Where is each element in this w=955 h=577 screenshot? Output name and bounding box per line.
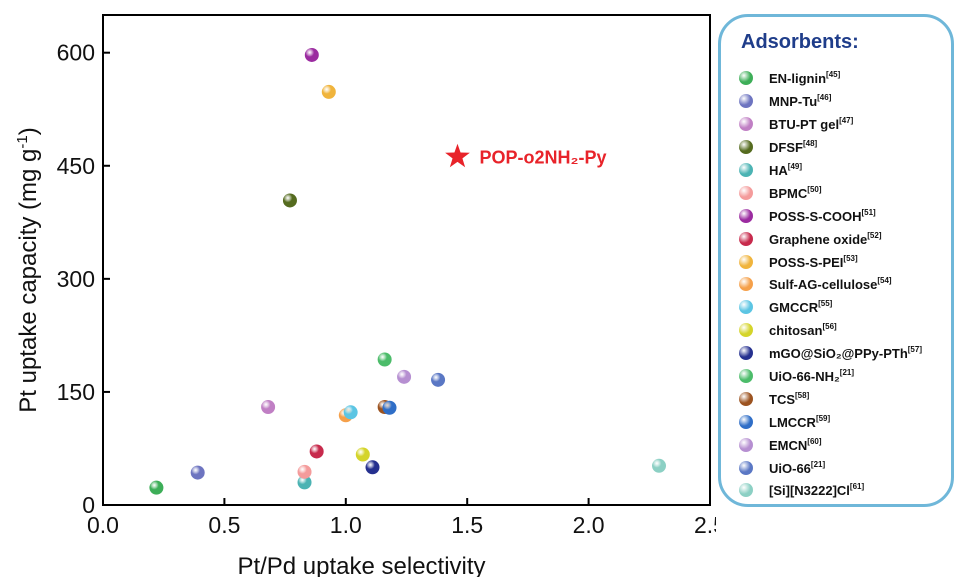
y-tick-label: 300 — [57, 266, 95, 292]
legend-marker — [739, 414, 753, 429]
legend-list: EN-lignin[45] MNP-Tu[46] BTU-PT gel[47] DFS… — [739, 67, 922, 502]
legend-item: Sulf-AG-cellulose[54] — [739, 273, 922, 296]
legend-marker — [739, 437, 753, 452]
highlight-label: POP-o2NH₂-Py — [479, 148, 606, 168]
legend-marker — [739, 71, 753, 86]
legend-marker — [739, 163, 753, 177]
data-point — [652, 458, 667, 473]
y-tick-label: 450 — [57, 153, 95, 179]
legend-item: UiO-66-NH₂[21] — [739, 365, 922, 388]
data-point — [297, 475, 312, 490]
legend-item: GMCCR[55] — [739, 296, 922, 319]
data-point — [343, 405, 358, 420]
legend-item: MNP-Tu[46] — [739, 90, 922, 113]
y-tick-label: 600 — [57, 40, 95, 66]
legend-label: LMCCR[59] — [769, 413, 831, 430]
data-point — [382, 400, 397, 415]
legend-marker — [739, 391, 753, 406]
data-point — [149, 480, 164, 495]
data-point — [261, 400, 276, 414]
legend-label: mGO@SiO₂@PPy-PTh[57] — [769, 345, 922, 362]
legend-item: chitosan[56] — [739, 319, 922, 342]
legend-item: LMCCR[59] — [739, 410, 922, 433]
legend-marker — [739, 94, 753, 109]
x-tick-label: 0.0 — [87, 512, 119, 538]
scatter-plot: 0.0 0.5 1.0 1.5 2.0 2.5 0 150 300 450 600 Pt/Pd upt… — [14, 14, 716, 577]
data-point — [431, 372, 446, 387]
legend-label: MNP-Tu[46] — [769, 93, 832, 110]
y-tick-label: 0 — [82, 492, 95, 518]
legend-item: DFSF[48] — [739, 136, 922, 159]
data-point — [282, 193, 297, 208]
legend-marker — [739, 231, 753, 246]
legend-label: Graphene oxide[52] — [769, 230, 882, 247]
legend-label: DFSF[48] — [769, 139, 818, 156]
legend-label: TCS[58] — [769, 390, 810, 407]
x-tick-label: 1.5 — [451, 512, 483, 538]
legend-item: UiO-66[21] — [739, 456, 922, 479]
legend-marker — [739, 346, 753, 361]
legend-item: Graphene oxide[52] — [739, 227, 922, 250]
legend-item: mGO@SiO₂@PPy-PTh[57] — [739, 342, 922, 365]
legend-label: HA[49] — [769, 162, 803, 178]
legend-label: Sulf-AG-cellulose[54] — [769, 276, 892, 293]
legend-item: EMCN[60] — [739, 433, 922, 456]
legend-label: EN-lignin[45] — [769, 70, 841, 87]
legend-label: [Si][N3222]Cl[61] — [769, 482, 865, 499]
y-axis-label: Pt uptake capacity (mg g-1) — [14, 127, 42, 412]
legend-label: UiO-66[21] — [769, 459, 826, 476]
legend-marker — [739, 300, 753, 315]
legend-item: BTU-PT gel[47] — [739, 113, 922, 136]
legend-marker — [739, 254, 753, 269]
x-axis-label: Pt/Pd uptake selectivity — [237, 553, 485, 577]
legend-title: Adsorbents: — [741, 31, 859, 53]
legend-label: UiO-66-NH₂[21] — [769, 368, 855, 385]
legend-item: BPMC[50] — [739, 181, 922, 204]
data-point — [297, 464, 312, 479]
x-tick-label: 2.5 — [694, 512, 716, 538]
data-point — [397, 369, 412, 384]
x-tick-label: 0.5 — [208, 512, 240, 538]
legend-marker — [739, 369, 753, 384]
x-tick-label: 2.0 — [573, 512, 605, 538]
legend-marker — [739, 483, 753, 498]
data-point — [365, 460, 380, 475]
legend-item: EN-lignin[45] — [739, 67, 922, 90]
legend-label: EMCN[60] — [769, 436, 822, 453]
data-point — [355, 447, 370, 462]
x-tick-label: 1.0 — [330, 512, 362, 538]
data-point — [190, 465, 205, 480]
legend: Adsorbents: EN-lignin[45] MNP-Tu[46] BTU-P… — [718, 14, 954, 507]
legend-marker — [739, 140, 753, 155]
data-point — [377, 352, 392, 367]
plot-frame — [102, 14, 711, 506]
y-tick-label: 150 — [57, 379, 95, 405]
data-points — [149, 47, 667, 495]
star-icon — [445, 143, 470, 168]
highlight-marker: POP-o2NH₂-Py — [445, 143, 607, 168]
data-point — [321, 84, 336, 99]
legend-marker — [739, 460, 753, 475]
legend-item: POSS-S-PEI[53] — [739, 250, 922, 273]
legend-marker — [739, 323, 753, 338]
legend-label: chitosan[56] — [769, 322, 837, 339]
legend-marker — [739, 117, 753, 132]
axes: 0.0 0.5 1.0 1.5 2.0 2.5 0 150 300 450 600 Pt/Pd upt… — [14, 14, 716, 577]
data-point — [304, 47, 319, 62]
data-point — [309, 444, 324, 459]
legend-item: [Si][N3222]Cl[61] — [739, 479, 922, 502]
legend-marker — [739, 185, 753, 200]
legend-item: HA[49] — [739, 159, 922, 182]
legend-label: BTU-PT gel[47] — [769, 116, 854, 133]
legend-marker — [739, 208, 753, 223]
legend-label: GMCCR[55] — [769, 299, 833, 316]
legend-marker — [739, 277, 753, 292]
legend-label: POSS-S-COOH[51] — [769, 207, 876, 224]
legend-item: TCS[58] — [739, 387, 922, 410]
legend-item: POSS-S-COOH[51] — [739, 204, 922, 227]
legend-label: POSS-S-PEI[53] — [769, 253, 858, 270]
legend-label: BPMC[50] — [769, 184, 822, 201]
